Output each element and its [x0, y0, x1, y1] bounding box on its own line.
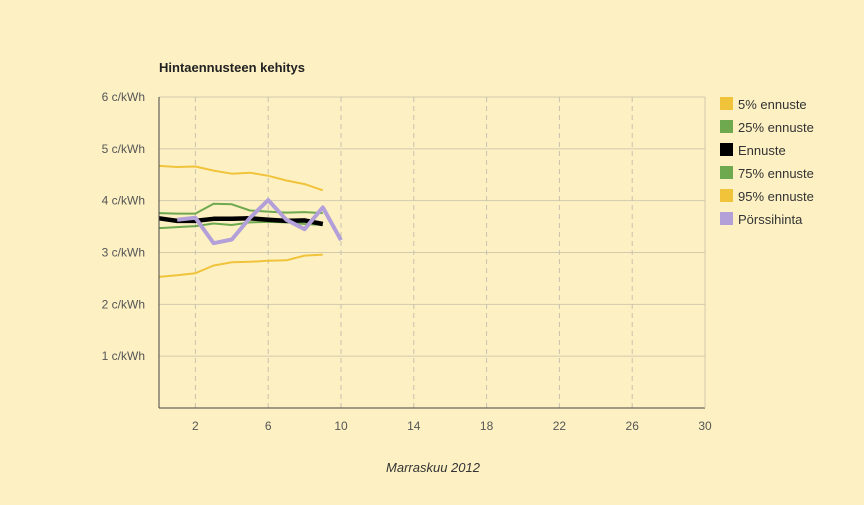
- series-line-5: [176, 198, 343, 246]
- axes: [158, 97, 706, 409]
- legend-label: 25% ennuste: [738, 120, 814, 135]
- legend-swatch: [720, 189, 733, 202]
- y-tick-label: 5 c/kWh: [102, 142, 145, 156]
- legend-swatch: [720, 120, 733, 133]
- series-lines: [158, 164, 343, 278]
- x-axis-ticks: 2 6 10 14 18 22 26 30: [192, 419, 712, 433]
- legend-label: Pörssihinta: [738, 212, 803, 227]
- legend-swatch: [720, 143, 733, 156]
- y-tick-label: 1 c/kWh: [102, 349, 145, 363]
- y-tick-label: 2 c/kWh: [102, 297, 145, 311]
- legend-swatch: [720, 166, 733, 179]
- y-tick-label: 6 c/kWh: [102, 90, 145, 104]
- legend-swatch: [720, 97, 733, 110]
- series-line-3: [158, 202, 323, 215]
- legend-label: 95% ennuste: [738, 189, 814, 204]
- y-axis-ticks: 1 c/kWh 2 c/kWh 3 c/kWh 4 c/kWh 5 c/kWh 6 c/k…: [102, 90, 145, 363]
- legend-label: 5% ennuste: [738, 97, 807, 112]
- legend-swatch: [720, 212, 733, 225]
- x-tick-label: 10: [334, 419, 348, 433]
- y-tick-label: 3 c/kWh: [102, 246, 145, 260]
- legend-label: 75% ennuste: [738, 166, 814, 181]
- series-line-4: [158, 164, 324, 192]
- legend: 5% ennuste 25% ennuste Ennuste 75% ennuste 9…: [720, 97, 814, 227]
- series-line-0: [158, 253, 323, 278]
- x-tick-label: 14: [407, 419, 421, 433]
- series-line-2: [158, 216, 324, 227]
- legend-label: Ennuste: [738, 143, 786, 158]
- chart-title: Hintaennusteen kehitys: [159, 60, 305, 75]
- gridlines: [159, 96, 705, 408]
- y-tick-label: 4 c/kWh: [102, 194, 145, 208]
- x-axis-label: Marraskuu 2012: [386, 460, 481, 475]
- x-tick-label: 30: [698, 419, 712, 433]
- x-tick-label: 2: [192, 419, 199, 433]
- x-tick-label: 22: [553, 419, 567, 433]
- x-tick-label: 6: [265, 419, 272, 433]
- x-tick-label: 18: [480, 419, 494, 433]
- x-tick-label: 26: [626, 419, 640, 433]
